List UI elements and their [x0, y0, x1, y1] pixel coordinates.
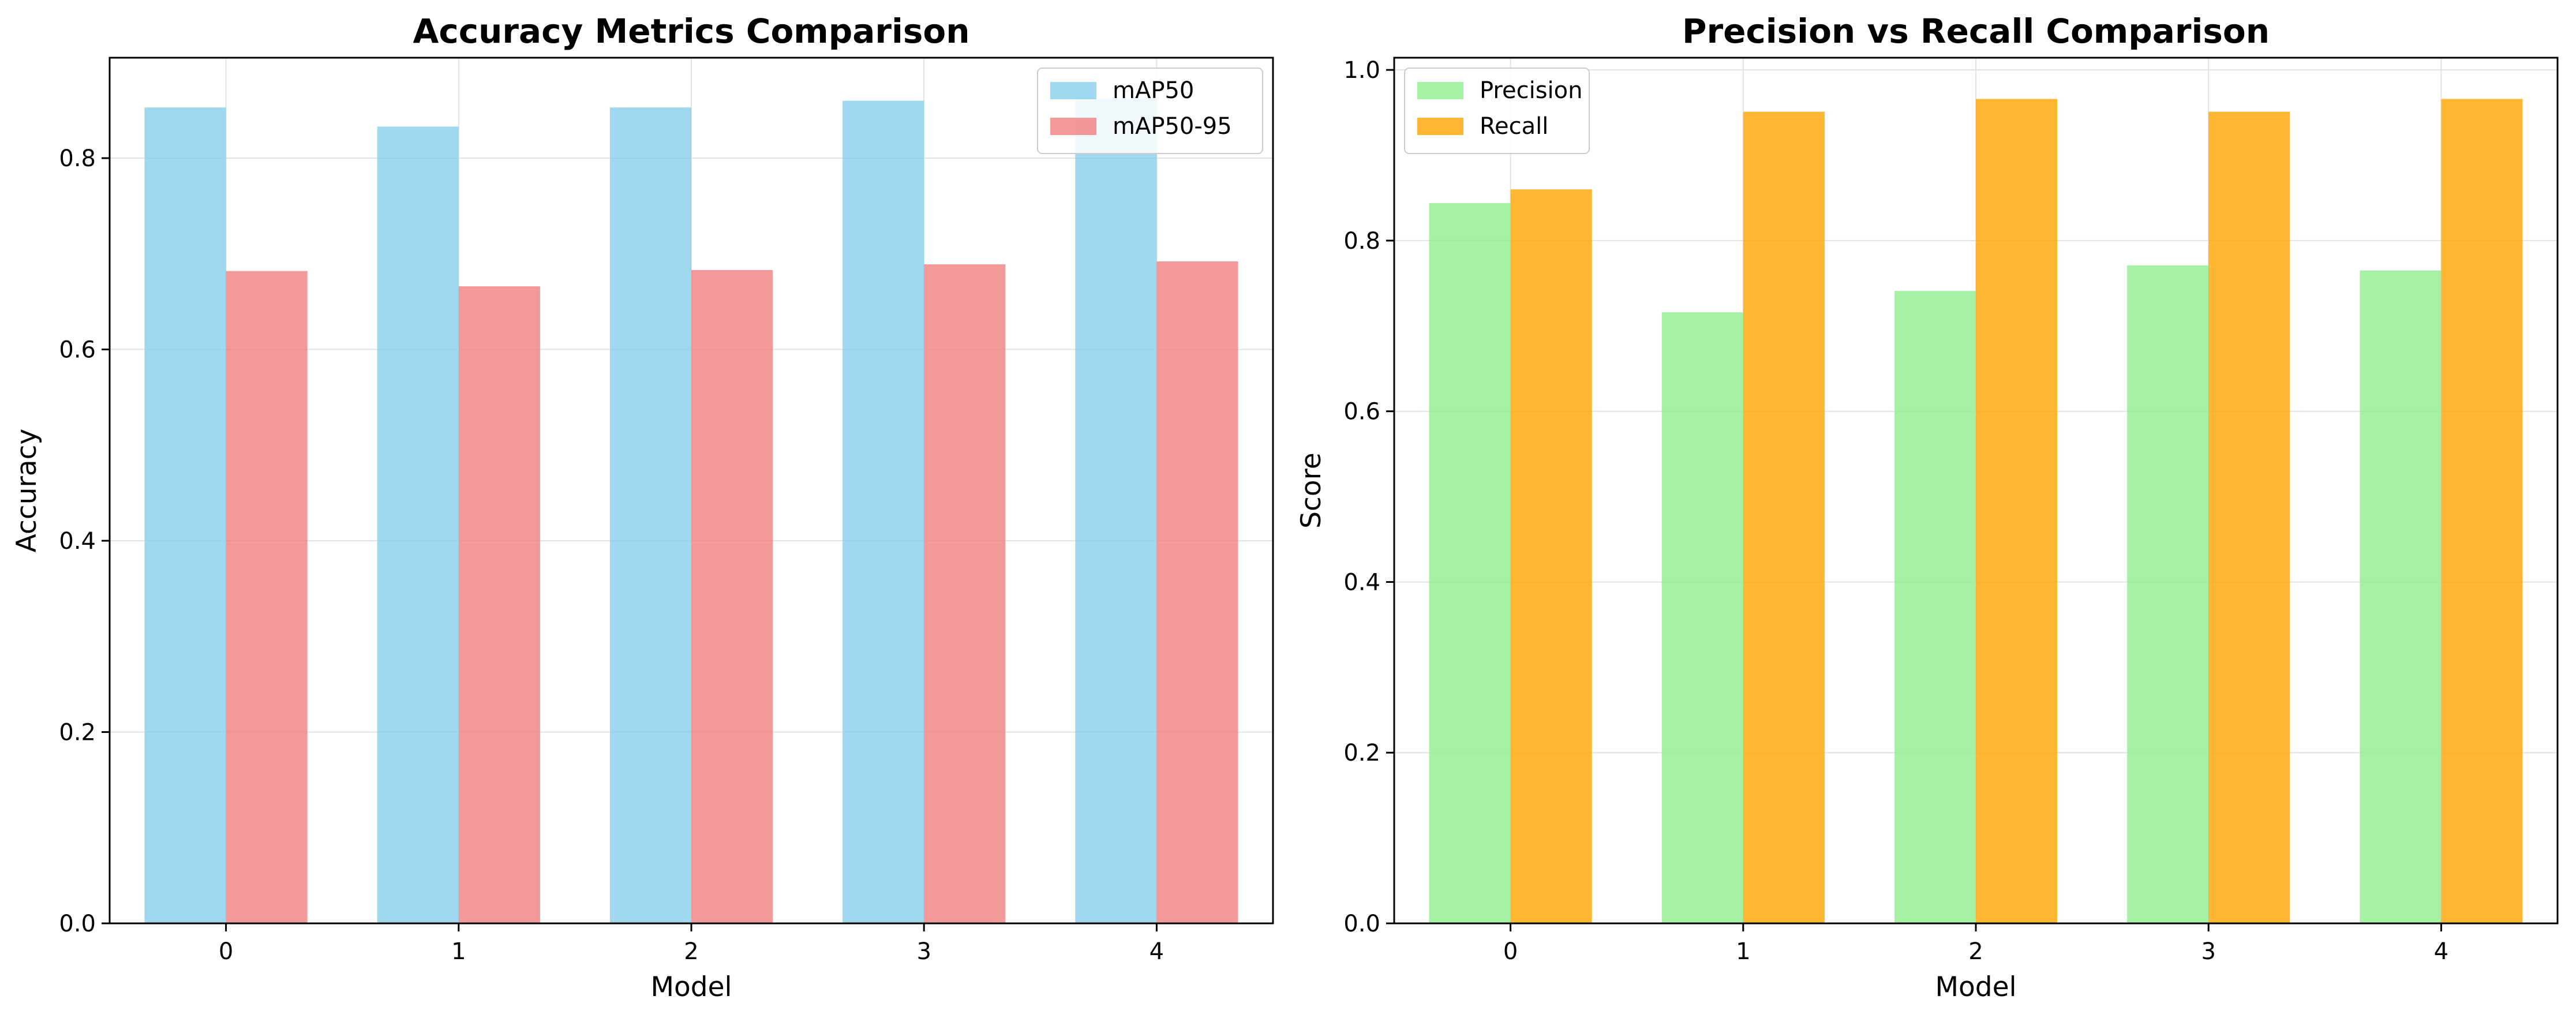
y-tick-label: 0.8 [1343, 228, 1380, 254]
x-tick-label: 2 [684, 938, 698, 965]
bar-recall-3 [2208, 111, 2290, 924]
bar-map50-2 [609, 107, 691, 923]
x-axis-label: Model [1935, 971, 2016, 1003]
y-axis-label: Score [1296, 452, 1327, 529]
legend-swatch [1050, 118, 1096, 135]
x-tick-label: 3 [916, 938, 931, 965]
x-axis-label: Model [650, 971, 732, 1003]
bar-map50-95-2 [691, 270, 773, 923]
legend-label: Recall [1480, 113, 1548, 140]
y-tick-label: 0.0 [59, 911, 96, 937]
legend: Precision Recall [1404, 68, 1590, 154]
bar-map50-95-0 [226, 271, 308, 923]
y-tick-label: 0.8 [59, 145, 96, 172]
bar-map50-0 [144, 107, 226, 923]
bar-recall-2 [1976, 99, 2058, 923]
x-tick-label: 1 [1736, 938, 1750, 965]
legend: mAP50 mAP50-95 [1037, 68, 1263, 154]
x-tick-label: 0 [219, 938, 233, 965]
bar-map50-95-3 [924, 264, 1006, 924]
x-tick-label: 4 [1150, 938, 1164, 965]
y-tick-label: 0.6 [59, 337, 96, 364]
y-axis-label: Accuracy [11, 429, 43, 553]
y-tick-label: 0.0 [1343, 911, 1380, 937]
bar-recall-4 [2441, 99, 2523, 923]
y-tick-label: 0.2 [1343, 740, 1380, 766]
chart-title: Accuracy Metrics Comparison [413, 12, 969, 51]
legend-swatch [1417, 118, 1463, 135]
y-tick-label: 0.4 [59, 528, 96, 555]
y-tick-label: 0.4 [1343, 569, 1380, 596]
y-tick-label: 0.6 [1343, 399, 1380, 425]
legend-label: mAP50 [1113, 77, 1194, 104]
y-tick-label: 1.0 [1343, 57, 1380, 84]
bar-recall-1 [1743, 111, 1825, 924]
bar-map50-95-1 [458, 286, 540, 924]
legend-label: Precision [1480, 77, 1582, 104]
bar-map50-3 [843, 100, 924, 923]
bar-map50-95-4 [1156, 261, 1238, 923]
bar-map50-4 [1075, 99, 1157, 923]
y-tick-label: 0.2 [59, 720, 96, 746]
bar-precision-2 [1894, 291, 1976, 923]
x-tick-label: 1 [451, 938, 466, 965]
chart-title: Precision vs Recall Comparison [1682, 12, 2270, 51]
legend-swatch [1050, 82, 1096, 99]
precision-recall-chart-panel: 0.0 0.2 0.4 0.6 0.8 1.0 0 1 2 3 4 Precision vs Reca… [1296, 12, 2559, 1003]
accuracy-chart-panel: 0.0 0.2 0.4 0.6 0.8 0 1 2 3 4 Accuracy Metrics Com… [11, 12, 1274, 1003]
bar-map50-1 [377, 126, 459, 923]
x-tick-label: 2 [1968, 938, 1983, 965]
bar-precision-0 [1429, 203, 1511, 923]
x-tick-label: 4 [2434, 938, 2448, 965]
bar-precision-3 [2127, 265, 2209, 923]
legend-swatch [1417, 82, 1463, 99]
bar-precision-1 [1661, 312, 1743, 924]
x-tick-label: 3 [2201, 938, 2215, 965]
legend-label: mAP50-95 [1113, 113, 1232, 140]
bar-precision-4 [2360, 270, 2442, 923]
bar-recall-0 [1510, 189, 1592, 924]
x-tick-label: 0 [1503, 938, 1518, 965]
